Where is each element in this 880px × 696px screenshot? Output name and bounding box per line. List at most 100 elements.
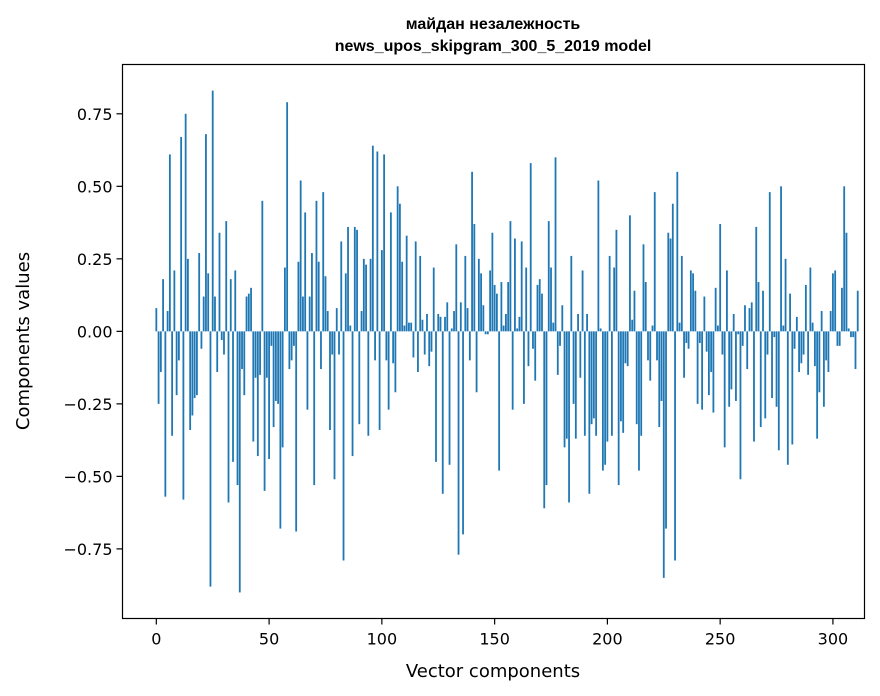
bar-223 (658, 331, 661, 428)
bar-54 (277, 331, 280, 404)
bar-23 (207, 273, 210, 332)
bar-211 (631, 319, 634, 332)
bar-299 (829, 311, 832, 332)
bar-75 (324, 276, 327, 332)
bar-293 (816, 331, 819, 439)
bar-120 (426, 313, 428, 332)
bar-301 (834, 270, 837, 332)
x-tick-label: 200 (592, 630, 623, 649)
bar-88 (353, 226, 356, 332)
bar-124 (435, 331, 437, 462)
bar-216 (642, 244, 645, 332)
bar-298 (827, 331, 830, 372)
bar-162 (520, 241, 523, 332)
bar-100 (380, 250, 383, 332)
bar-227 (667, 232, 670, 332)
bar-87 (351, 331, 354, 457)
bar-212 (633, 290, 636, 332)
bar-52 (272, 331, 275, 428)
bar-60 (290, 331, 293, 361)
bar-237 (689, 270, 692, 332)
bar-164 (525, 267, 528, 332)
bar-221 (653, 192, 656, 332)
bar-195 (595, 331, 598, 436)
bar-220 (651, 325, 654, 332)
bar-140 (471, 171, 473, 332)
bar-296 (823, 331, 825, 407)
bar-248 (714, 287, 717, 332)
bar-20 (200, 331, 203, 349)
bar-3 (162, 279, 164, 332)
bar-274 (773, 331, 776, 338)
bar-194 (592, 331, 595, 419)
bar-16 (191, 331, 194, 416)
bar-167 (532, 331, 534, 349)
bar-190 (583, 331, 586, 436)
bar-150 (493, 284, 496, 332)
bar-49 (265, 331, 268, 378)
bar-202 (611, 331, 613, 436)
bar-36 (236, 331, 239, 486)
bar-127 (441, 331, 444, 494)
bar-186 (574, 331, 577, 439)
bar-22 (205, 134, 207, 332)
bar-13 (184, 113, 187, 332)
bar-183 (568, 331, 570, 503)
bar-172 (543, 331, 546, 509)
bar-181 (563, 331, 566, 448)
bar-96 (371, 145, 374, 332)
chart-title-line-2: news_upos_skipgram_300_5_2019 model (335, 38, 652, 55)
bar-180 (561, 305, 564, 332)
x-tick-label: 150 (479, 630, 510, 649)
bar-157 (509, 221, 512, 332)
bar-25 (211, 90, 214, 332)
bar-295 (820, 311, 823, 332)
bar-61 (293, 331, 295, 346)
bar-39 (243, 331, 246, 396)
bar-43 (252, 331, 255, 442)
bar-131 (450, 328, 453, 332)
bar-308 (850, 331, 852, 338)
bar-104 (389, 212, 392, 332)
bar-218 (647, 331, 649, 361)
bar-207 (622, 331, 625, 433)
bar-90 (358, 331, 361, 425)
bar-163 (523, 331, 525, 404)
bar-73 (320, 331, 322, 370)
bar-32 (227, 331, 230, 503)
bar-72 (317, 261, 320, 332)
bar-249 (717, 325, 719, 332)
bar-199 (604, 331, 607, 465)
bar-279 (784, 258, 787, 332)
bar-241 (698, 331, 701, 343)
bar-9 (175, 331, 178, 396)
bar-51 (270, 331, 273, 346)
bar-231 (676, 171, 679, 332)
bar-184 (570, 255, 573, 332)
bar-145 (482, 305, 485, 332)
bar-53 (274, 331, 277, 401)
bar-41 (247, 293, 250, 332)
bar-117 (419, 255, 422, 332)
bar-210 (629, 215, 631, 332)
bar-267 (757, 282, 760, 332)
bar-233 (680, 255, 683, 332)
bar-103 (387, 331, 390, 410)
bar-302 (836, 331, 839, 346)
bar-239 (694, 290, 697, 332)
bar-250 (719, 224, 722, 332)
bar-122 (430, 331, 433, 352)
bar-204 (615, 229, 618, 332)
bar-42 (250, 287, 252, 332)
bar-82 (340, 241, 343, 332)
bar-69 (311, 253, 313, 332)
bar-232 (678, 322, 681, 332)
bar-177 (554, 157, 557, 332)
bar-240 (696, 331, 699, 404)
bar-262 (746, 331, 749, 370)
bar-291 (811, 322, 814, 332)
bar-149 (491, 232, 494, 332)
bar-284 (795, 316, 798, 332)
bar-84 (344, 273, 347, 332)
bar-14 (187, 258, 189, 332)
